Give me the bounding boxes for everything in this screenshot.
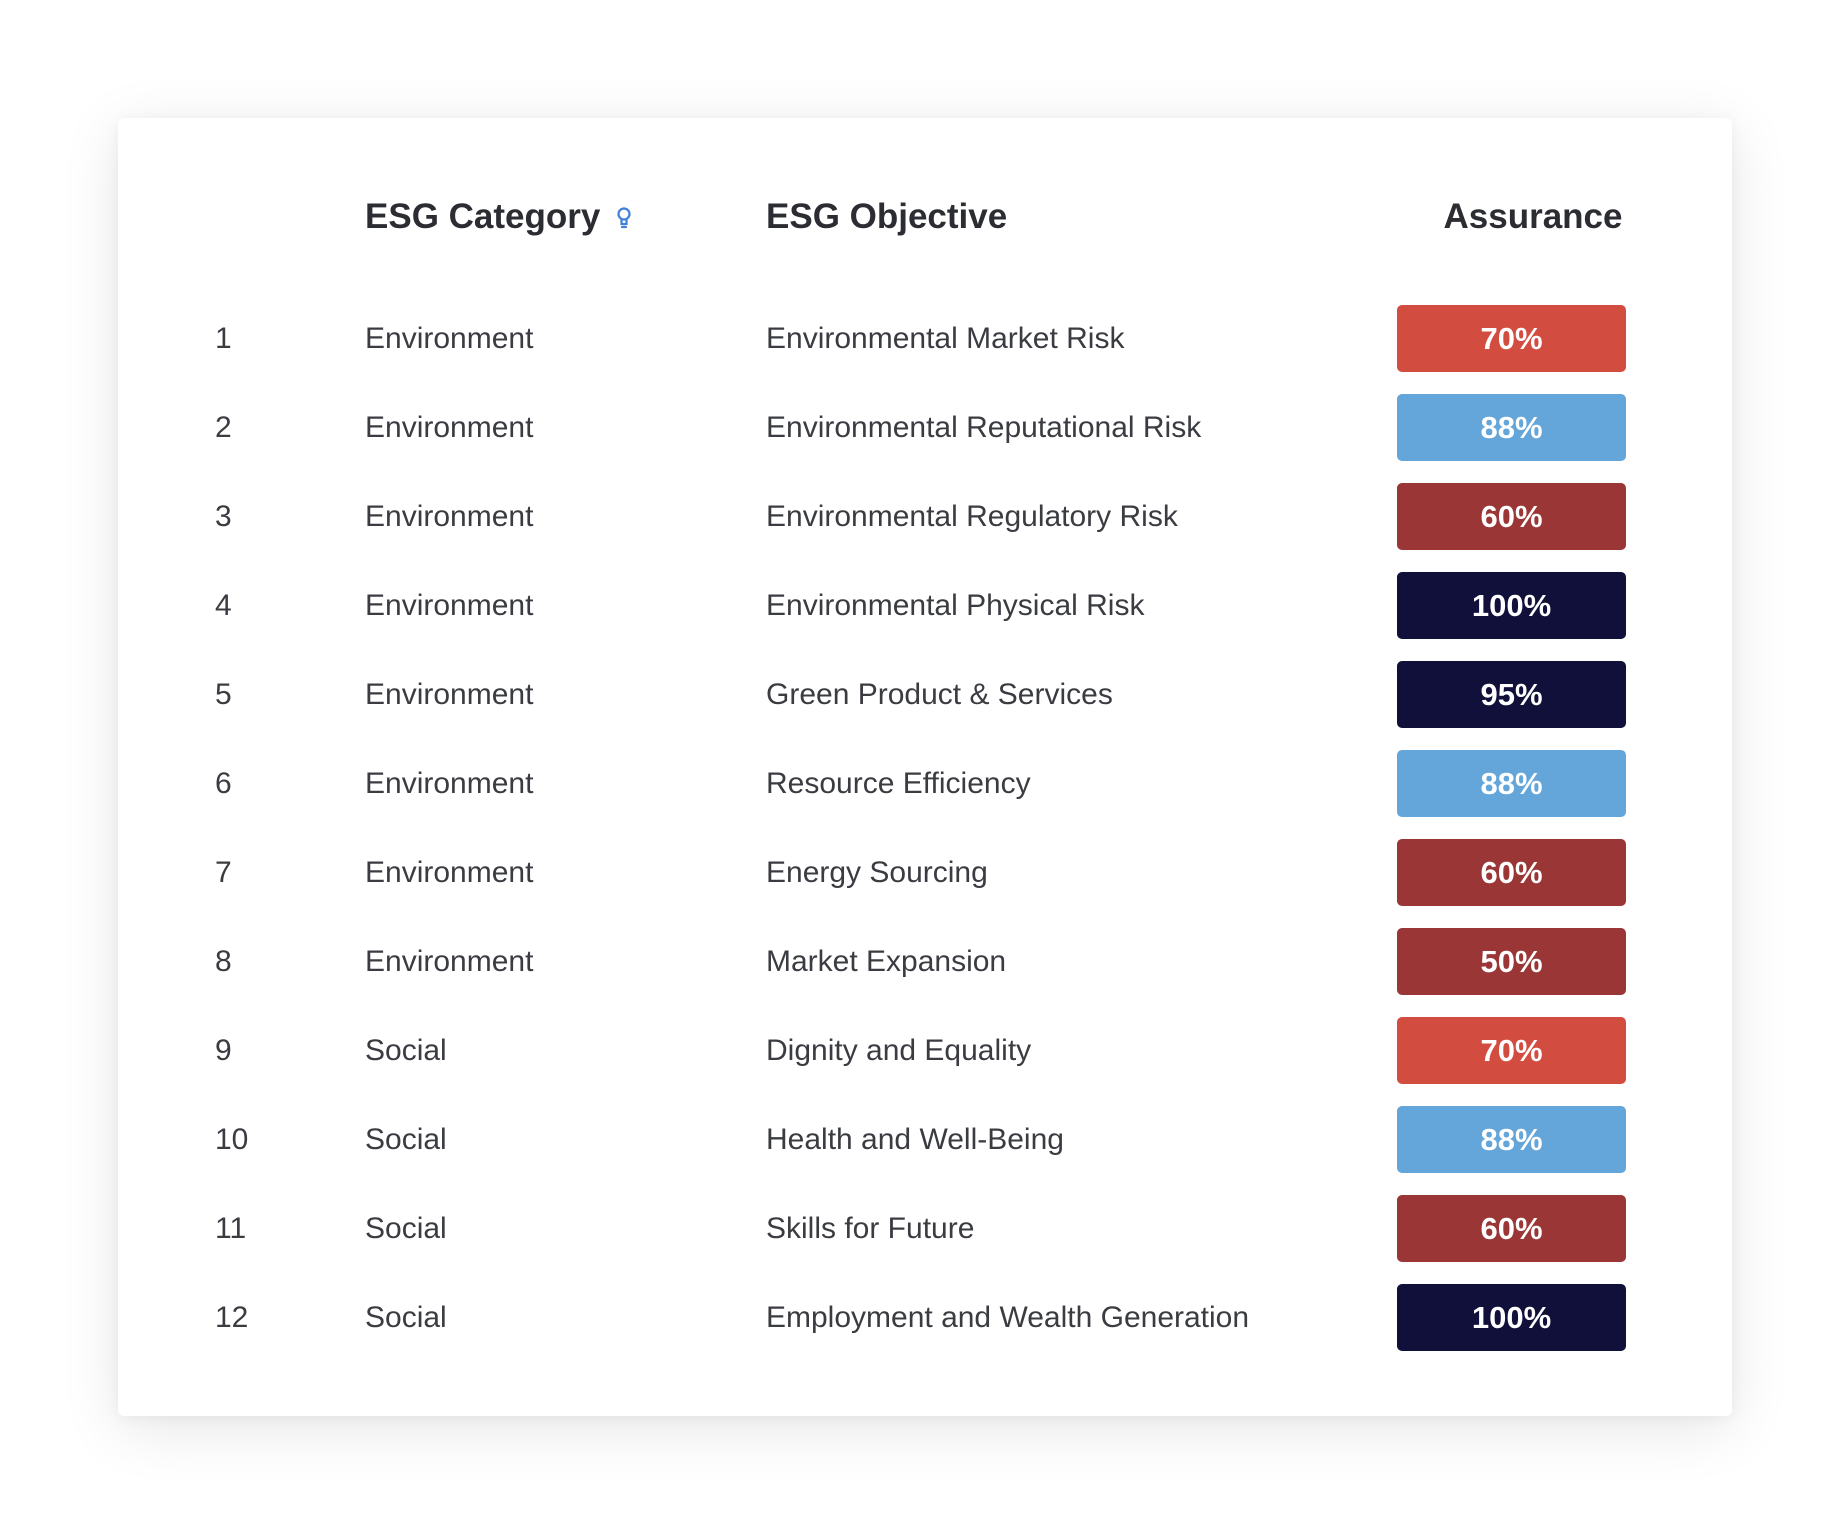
- row-objective: Environmental Reputational Risk: [766, 411, 1202, 444]
- table-row[interactable]: 10 Social Health and Well-Being 88%: [118, 1095, 1732, 1184]
- row-category: Environment: [365, 500, 534, 533]
- table-row[interactable]: 5 Environment Green Product & Services 95%: [118, 650, 1732, 739]
- row-objective: Market Expansion: [766, 945, 1007, 978]
- table-row[interactable]: 7 Environment Energy Sourcing 60%: [118, 828, 1732, 917]
- table-row[interactable]: 2 Environment Environmental Reputational R…: [118, 383, 1732, 472]
- row-objective: Environmental Market Risk: [766, 322, 1125, 355]
- assurance-badge[interactable]: 88%: [1397, 1106, 1626, 1173]
- row-number: 5: [215, 678, 232, 711]
- row-objective: Green Product & Services: [766, 678, 1113, 711]
- row-objective: Environmental Regulatory Risk: [766, 500, 1178, 533]
- row-number: 11: [215, 1212, 247, 1245]
- table-row[interactable]: 1 Environment Environmental Market Risk 70%: [118, 294, 1732, 383]
- row-category: Environment: [365, 856, 534, 889]
- row-objective: Resource Efficiency: [766, 767, 1031, 800]
- row-objective: Employment and Wealth Generation: [766, 1301, 1250, 1334]
- row-category: Social: [365, 1212, 447, 1245]
- row-category: Environment: [365, 678, 534, 711]
- assurance-badge[interactable]: 60%: [1397, 839, 1626, 906]
- row-category: Environment: [365, 767, 534, 800]
- assurance-badge[interactable]: 60%: [1397, 1195, 1626, 1262]
- row-category: Environment: [365, 589, 534, 622]
- table-header: ESG Category ESG Objective Assurance: [118, 118, 1732, 318]
- row-category: Social: [365, 1034, 447, 1067]
- lightbulb-icon[interactable]: [616, 203, 632, 231]
- assurance-badge[interactable]: 100%: [1397, 572, 1626, 639]
- assurance-badge[interactable]: 95%: [1397, 661, 1626, 728]
- row-number: 9: [215, 1034, 232, 1067]
- table-row[interactable]: 12 Social Employment and Wealth Generation…: [118, 1273, 1732, 1362]
- row-category: Environment: [365, 945, 534, 978]
- row-number: 7: [215, 856, 232, 889]
- assurance-badge[interactable]: 100%: [1397, 1284, 1626, 1351]
- table-row[interactable]: 6 Environment Resource Efficiency 88%: [118, 739, 1732, 828]
- assurance-badge[interactable]: 50%: [1397, 928, 1626, 995]
- row-number: 10: [215, 1123, 249, 1156]
- row-number: 4: [215, 589, 232, 622]
- row-objective: Environmental Physical Risk: [766, 589, 1145, 622]
- table-row[interactable]: 8 Environment Market Expansion 50%: [118, 917, 1732, 1006]
- table-row[interactable]: 11 Social Skills for Future 60%: [118, 1184, 1732, 1273]
- row-number: 6: [215, 767, 232, 800]
- column-header-assurance[interactable]: Assurance: [1443, 197, 1623, 236]
- row-number: 1: [215, 322, 232, 355]
- assurance-badge[interactable]: 60%: [1397, 483, 1626, 550]
- column-header-category[interactable]: ESG Category: [365, 197, 632, 237]
- row-number: 8: [215, 945, 232, 978]
- row-objective: Skills for Future: [766, 1212, 975, 1245]
- esg-table-card: ESG Category ESG Objective Assurance 1 En…: [118, 118, 1732, 1416]
- row-objective: Energy Sourcing: [766, 856, 988, 889]
- row-category: Environment: [365, 411, 534, 444]
- assurance-badge[interactable]: 88%: [1397, 394, 1626, 461]
- row-category: Social: [365, 1301, 447, 1334]
- row-objective: Dignity and Equality: [766, 1034, 1032, 1067]
- table-row[interactable]: 9 Social Dignity and Equality 70%: [118, 1006, 1732, 1095]
- table-row[interactable]: 3 Environment Environmental Regulatory Ris…: [118, 472, 1732, 561]
- column-header-category-label: ESG Category: [365, 197, 601, 236]
- assurance-badge[interactable]: 70%: [1397, 1017, 1626, 1084]
- row-number: 2: [215, 411, 232, 444]
- row-category: Social: [365, 1123, 447, 1156]
- row-number: 3: [215, 500, 232, 533]
- row-category: Environment: [365, 322, 534, 355]
- row-objective: Health and Well-Being: [766, 1123, 1064, 1156]
- assurance-badge[interactable]: 70%: [1397, 305, 1626, 372]
- column-header-objective[interactable]: ESG Objective: [766, 197, 1008, 236]
- table-row[interactable]: 4 Environment Environmental Physical Risk 1…: [118, 561, 1732, 650]
- row-number: 12: [215, 1301, 249, 1334]
- assurance-badge[interactable]: 88%: [1397, 750, 1626, 817]
